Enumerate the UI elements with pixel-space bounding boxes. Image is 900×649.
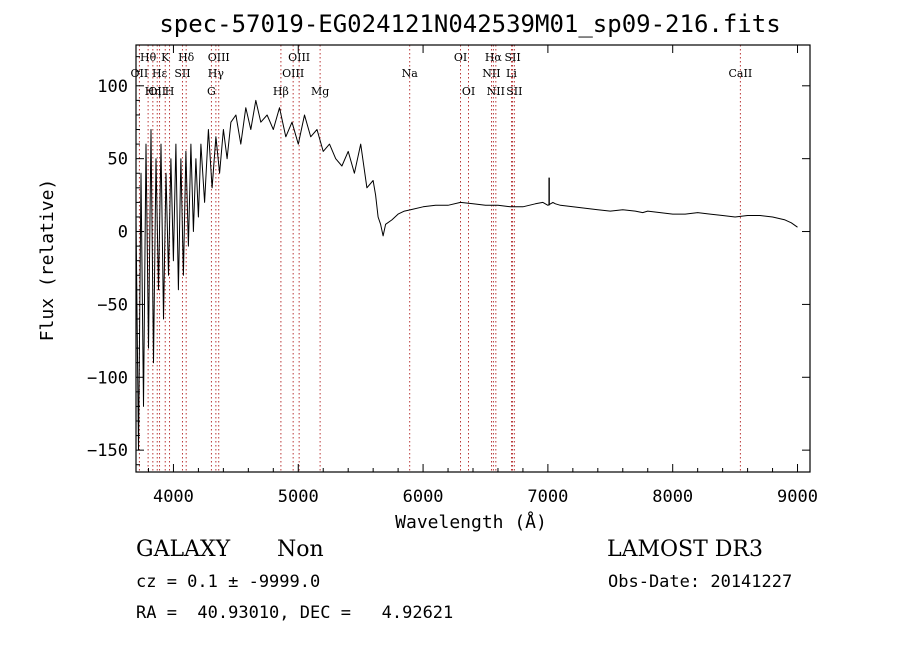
marker-label-6: H <box>165 85 175 98</box>
marker-label-23: Li <box>506 67 517 80</box>
marker-label-9: OIII <box>208 51 230 64</box>
marker-label-0: OII <box>131 67 149 80</box>
x-tick-label-5: 9000 <box>777 487 818 507</box>
marker-label-19: NII <box>482 67 500 80</box>
y-tick-label-0: −150 <box>87 441 128 461</box>
marker-label-14: OIII <box>288 51 310 64</box>
marker-label-25: CaII <box>729 67 753 80</box>
observation-date: Obs-Date: 20141227 <box>608 572 793 592</box>
x-axis-label: Wavelength (Å) <box>395 511 547 533</box>
x-tick-label-4: 8000 <box>652 487 693 507</box>
plot-frame <box>135 44 811 473</box>
x-axis-ticks: 4000 5000 6000 7000 8000 9000 <box>147 45 818 507</box>
chart-title: spec-57019-EG024121N042539M01_sp09-216.f… <box>159 10 780 38</box>
x-tick-label-2: 6000 <box>403 487 444 507</box>
marker-label-20: Hα <box>485 51 503 64</box>
marker-label-3: Hε <box>152 67 168 80</box>
x-tick-label-3: 7000 <box>527 487 568 507</box>
coordinates: RA = 40.93010, DEC = 4.92621 <box>136 603 454 623</box>
y-axis-label: Flux (relative) <box>37 179 58 342</box>
marker-label-21: NII <box>487 85 505 98</box>
marker-label-1: Hθ <box>140 51 157 64</box>
x-tick-label-1: 5000 <box>278 487 319 507</box>
marker-label-12: Hβ <box>273 85 289 98</box>
marker-label-11: G <box>207 85 216 98</box>
marker-label-18: OI <box>462 85 475 98</box>
marker-label-15: Mg <box>311 85 329 98</box>
line-markers <box>138 45 741 472</box>
marker-label-8: Hδ <box>178 51 195 64</box>
marker-label-7: SII <box>174 67 190 80</box>
y-tick-label-1: −100 <box>87 368 128 388</box>
marker-label-4: Hη <box>145 85 161 98</box>
survey-name: LAMOST DR3 <box>607 537 763 562</box>
redshift-cz: cz = 0.1 ± -9999.0 <box>136 572 321 592</box>
y-tick-label-3: 0 <box>118 223 128 243</box>
marker-label-13: OIII <box>282 67 304 80</box>
marker-label-22: SII <box>504 51 520 64</box>
marker-label-17: OI <box>454 51 467 64</box>
y-tick-label-5: 100 <box>97 77 128 97</box>
spectrum-line <box>135 99 798 451</box>
marker-label-16: Na <box>402 67 419 80</box>
y-axis-ticks: −150 −100 −50 0 50 100 <box>87 56 810 466</box>
y-tick-label-4: 50 <box>108 150 128 170</box>
marker-label-24: SII <box>506 85 522 98</box>
object-subclass: Non <box>277 537 324 562</box>
marker-label-5: K <box>161 51 170 64</box>
x-tick-label-0: 4000 <box>153 487 194 507</box>
object-class: GALAXY <box>136 537 231 562</box>
marker-label-10: Hγ <box>208 67 225 80</box>
marker-label-2: OII <box>148 85 166 98</box>
y-tick-label-2: −50 <box>97 295 128 315</box>
